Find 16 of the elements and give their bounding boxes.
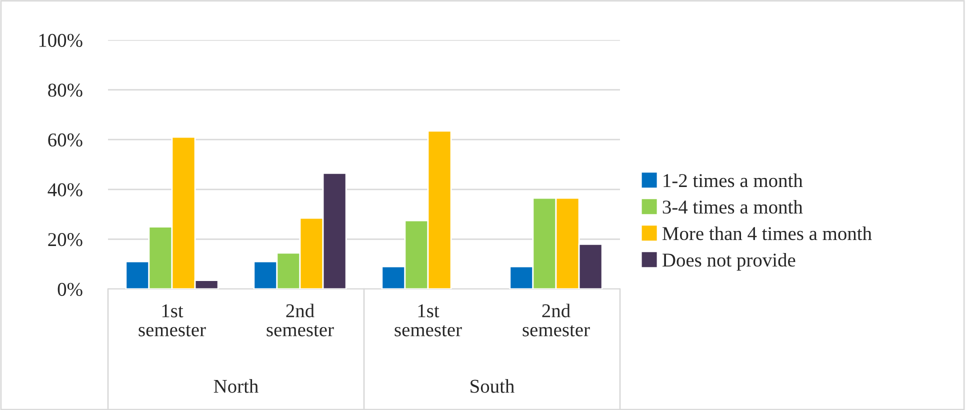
x-tick-label: 2nd semester [522, 304, 590, 336]
y-tick-label: 20% [48, 233, 82, 246]
legend-label: 3-4 times a month [662, 200, 803, 214]
x-tick-label: 2nd semester [266, 304, 334, 336]
legend-label: 1-2 times a month [664, 173, 803, 188]
y-tick-label: 0% [58, 282, 82, 296]
text: North [214, 379, 258, 393]
y-tick-label: 80% [48, 84, 82, 97]
x-tick-label: 1st semester [138, 304, 206, 336]
text: South [470, 379, 514, 393]
y-tick-label: 60% [48, 133, 82, 147]
y-tick-label: 40% [48, 183, 82, 196]
y-tick-label: 100% [39, 34, 82, 47]
x-tick-label: 1st semester [394, 304, 462, 336]
legend-label: Does not provide [662, 252, 796, 271]
legend-label: More than 4 times a month [662, 226, 872, 240]
